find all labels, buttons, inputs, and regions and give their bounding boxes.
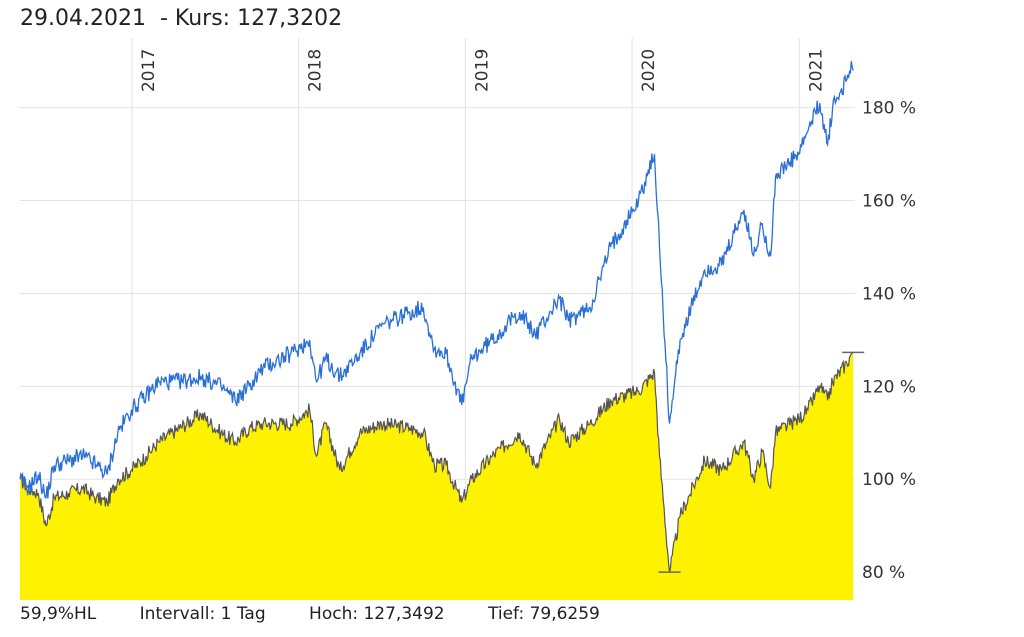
y-tick-label: 80 % (862, 563, 905, 583)
benchmark-line (19, 61, 854, 499)
x-tick-label: 2021 (806, 49, 826, 92)
y-tick-label: 100 % (862, 470, 916, 490)
y-tick-label: 180 % (862, 99, 916, 119)
y-tick-label: 140 % (862, 284, 916, 304)
chart-footer: 59,9%HL Intervall: 1 Tag Hoch: 127,3492 … (20, 604, 638, 624)
x-tick-label: 2020 (639, 49, 659, 92)
x-tick-label: 2019 (472, 49, 492, 92)
footer-low: Tief: 79,6259 (488, 604, 600, 624)
x-axis-ticks: 2017 2018 2019 2020 2021 (139, 49, 826, 92)
y-tick-label: 120 % (862, 377, 916, 397)
footer-interval: Intervall: 1 Tag (139, 604, 266, 624)
y-axis-ticks: 80 % 100 % 120 % 140 % 160 % 180 % (862, 99, 916, 583)
header-price: - Kurs: 127,3202 (159, 6, 343, 31)
header-date: 29.04.2021 (20, 6, 146, 31)
fund-line (19, 351, 854, 573)
y-tick-label: 160 % (862, 192, 916, 212)
footer-label: 59,9%HL (20, 604, 97, 624)
extreme-markers (658, 351, 865, 573)
chart-header: 29.04.2021 - Kurs: 127,3202 (20, 6, 342, 31)
series-areas (20, 352, 854, 600)
fund-area (20, 352, 854, 600)
x-tick-label: 2017 (139, 49, 159, 92)
x-tick-label: 2018 (306, 49, 326, 92)
series-lines (19, 61, 854, 573)
footer-high: Hoch: 127,3492 (309, 604, 445, 624)
performance-chart: 80 %100 %120 %140 %160 %180 % 2017 2018 20… (19, 38, 916, 600)
